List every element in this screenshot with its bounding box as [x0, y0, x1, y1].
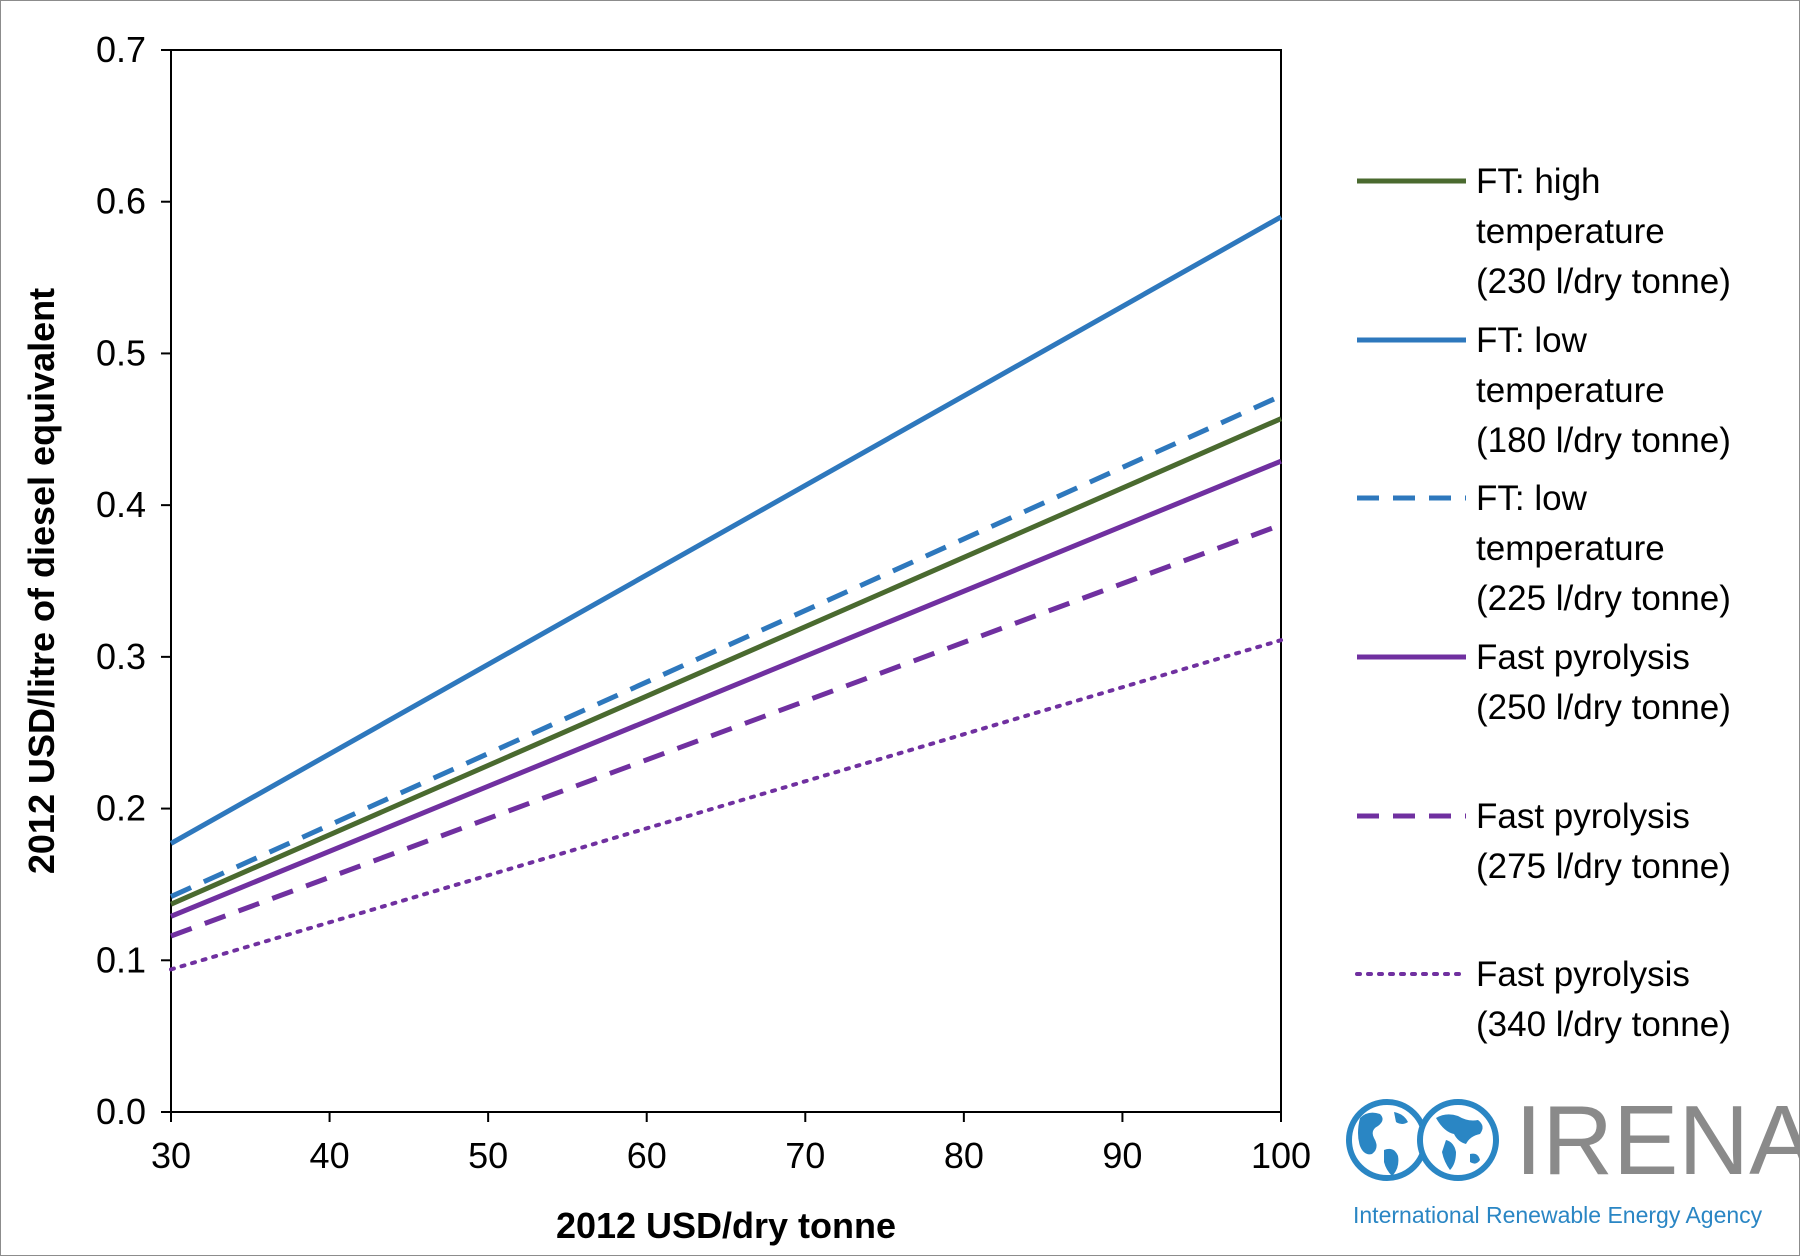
legend-entry-6: Fast pyrolysis (340 l/dry tonne)	[1355, 955, 1731, 1044]
y-tick-label: 0.4	[96, 484, 146, 525]
plot-border	[170, 49, 1282, 1113]
series-line-5	[170, 522, 1282, 939]
y-tick-label: 0.1	[96, 939, 146, 980]
legend-label: FT: low	[1476, 479, 1588, 518]
x-tick-label: 40	[310, 1135, 350, 1176]
y-tick-label: 0.7	[96, 29, 146, 70]
legend-label: FT: high	[1476, 162, 1601, 201]
y-axis-title: 2012 USD/litre of diesel equivalent	[21, 288, 62, 874]
x-tick-label: 60	[627, 1135, 667, 1176]
x-tick-label: 100	[1251, 1135, 1311, 1176]
x-tick-label: 70	[785, 1135, 825, 1176]
y-tick-label: 0.0	[96, 1091, 146, 1132]
legend-label: FT: low	[1476, 321, 1588, 360]
legend-label: (230 l/dry tonne)	[1476, 262, 1731, 301]
series-line-1	[169, 416, 1283, 907]
irena-logo: IRENA International Renewable Energy Age…	[1346, 1085, 1800, 1228]
legend-entry-1: FT: high temperature (230 l/dry tonne)	[1357, 162, 1731, 301]
plot-area	[170, 49, 1282, 1113]
y-tick-label: 0.2	[96, 788, 146, 829]
y-tick-label: 0.5	[96, 332, 146, 373]
x-tick-label: 80	[944, 1135, 984, 1176]
logo-wordmark: IRENA	[1515, 1085, 1800, 1195]
axes: 30 40 50 60 70 80 90 100 0.0 0.1 0.2 0.3 0.4 0.5 0.6 0.…	[21, 29, 1311, 1246]
legend-entry-4: Fast pyrolysis (250 l/dry tonne)	[1357, 638, 1731, 727]
x-tick-label: 50	[468, 1135, 508, 1176]
legend-label: Fast pyrolysis	[1476, 797, 1690, 836]
globe-infinity-icon	[1346, 1099, 1499, 1181]
legend-label: Fast pyrolysis	[1476, 638, 1690, 677]
legend-entry-3: FT: low temperature (225 l/dry tonne)	[1357, 479, 1731, 618]
series-line-3	[169, 393, 1283, 899]
legend-label: (275 l/dry tonne)	[1476, 847, 1731, 886]
y-tick-label: 0.6	[96, 181, 146, 222]
legend-label: temperature	[1476, 529, 1665, 568]
legend-label: (225 l/dry tonne)	[1476, 579, 1731, 618]
legend-entry-5: Fast pyrolysis (275 l/dry tonne)	[1357, 797, 1731, 886]
logo-tagline: International Renewable Energy Agency	[1353, 1202, 1763, 1228]
x-tick-label: 30	[151, 1135, 191, 1176]
series-lines	[169, 214, 1283, 972]
y-tick-label: 0.3	[96, 636, 146, 677]
legend-label: (250 l/dry tonne)	[1476, 688, 1731, 727]
legend-label: (180 l/dry tonne)	[1476, 421, 1731, 460]
series-line-4	[170, 458, 1282, 919]
legend-label: Fast pyrolysis	[1476, 955, 1690, 994]
x-tick-label: 90	[1102, 1135, 1142, 1176]
legend-label: temperature	[1476, 371, 1665, 410]
series-line-2	[169, 214, 1283, 846]
legend-label: (340 l/dry tonne)	[1476, 1005, 1731, 1044]
x-axis-title: 2012 USD/dry tonne	[556, 1205, 896, 1246]
legend-label: temperature	[1476, 212, 1665, 251]
legend-entry-2: FT: low temperature (180 l/dry tonne)	[1357, 321, 1731, 460]
